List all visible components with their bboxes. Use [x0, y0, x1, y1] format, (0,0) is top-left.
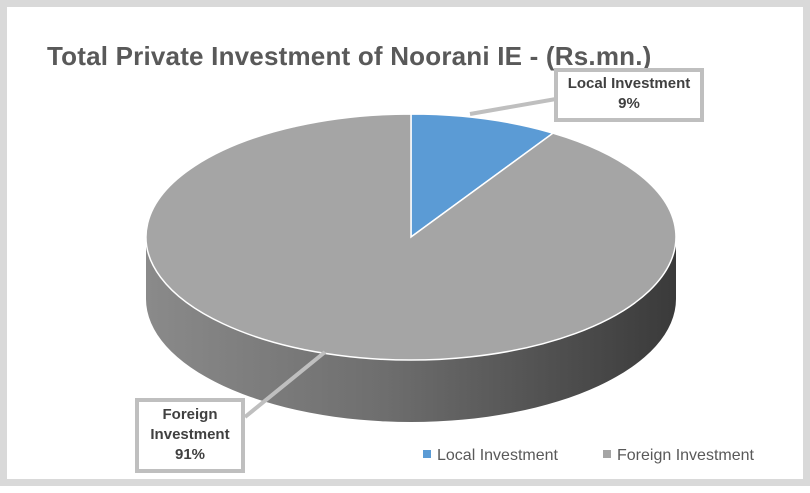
leader-line-foreign: [243, 350, 327, 419]
data-label-local-name: Local Investment: [567, 75, 691, 92]
legend-item-local: Local Investment: [423, 447, 558, 465]
pie-slice-foreign-investment: [145, 113, 677, 361]
data-label-foreign-investment: Foreign Investment 91%: [135, 398, 245, 473]
legend-label-local: Local Investment: [437, 447, 558, 464]
data-label-local-value: 9%: [618, 95, 640, 112]
legend-swatch-foreign: [603, 449, 611, 458]
legend-label-foreign: Foreign Investment: [617, 447, 754, 464]
pie-side-wall: [146, 237, 676, 422]
data-label-foreign-name-line1: Foreign: [162, 406, 218, 423]
data-label-local-investment: Local Investment 9%: [554, 68, 704, 122]
chart-title: Total Private Investment of Noorani IE -…: [47, 41, 652, 71]
data-label-foreign-name-line2: Investment: [150, 426, 230, 443]
pie-chart: [145, 97, 677, 422]
legend-swatch-local: [423, 449, 431, 458]
pie-slice-local-investment: [410, 113, 555, 239]
legend-item-foreign: Foreign Investment: [603, 447, 754, 465]
data-label-foreign-value: 91%: [174, 446, 206, 463]
leader-line-local: [469, 97, 557, 116]
